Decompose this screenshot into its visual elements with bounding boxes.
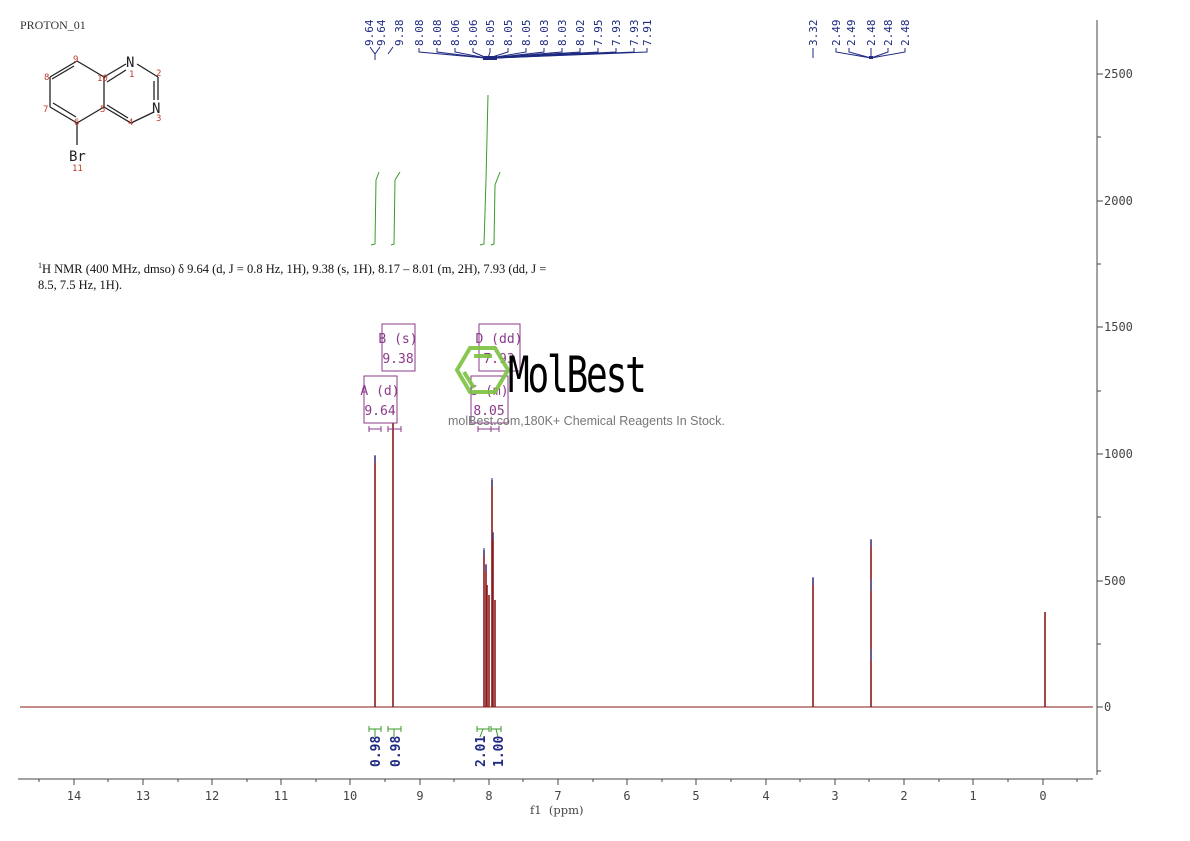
peak-label-leaders [369,46,906,60]
integral-values: 0.98 0.98 2.01 1.00 [369,736,507,767]
peak-cluster-marker [869,56,873,59]
peak-label: 8.02 [574,20,587,47]
y-tick-label: 500 [1104,574,1126,588]
peak-label: 8.06 [467,20,480,47]
x-tick-label: 0 [1039,789,1046,803]
peak-label: 2.48 [899,20,912,47]
y-tick-label: 1000 [1104,447,1133,461]
integral-value: 1.00 [492,736,507,767]
peak-label: 9.38 [393,20,406,47]
x-axis-label: f1 (ppm) [530,803,584,817]
nmr-description-line1: H NMR (400 MHz, dmso) δ 9.64 (d, J = 0.8… [42,262,547,277]
atom-br: Br [69,149,86,165]
nmr-description-line2: 8.5, 7.5 Hz, 1H). [38,278,123,293]
peak-label: 8.05 [520,20,533,47]
x-tick-label: 3 [831,789,838,803]
x-tick-label: 10 [343,789,357,803]
nucleus-superscript: 1 [38,261,42,270]
multiplet-label-d: D (dd) [476,332,523,347]
peak-pick-markers [374,455,872,660]
x-tick-label: 8 [485,789,492,803]
x-tick-label: 1 [969,789,976,803]
atom-number: 9 [73,55,78,65]
atom-n3: N [152,101,160,117]
x-tick-label: 2 [900,789,907,803]
peak-label: 2.49 [830,20,843,47]
x-tick-label: 9 [416,789,423,803]
peak-label: 8.06 [449,20,462,47]
atom-number: 4 [128,118,133,128]
x-tick-label: 11 [274,789,288,803]
multiplet-label-a: A (d) [360,384,399,399]
multiplet-shift-c: 8.05 [473,404,504,419]
atom-number: 5 [100,105,105,115]
x-tick-label: 4 [762,789,769,803]
x-tick-label: 6 [623,789,630,803]
atom-number: 11 [72,164,83,174]
integral-value: 0.98 [389,736,404,767]
multiplet-shift-b: 9.38 [382,352,413,367]
watermark-brand: MolBest [508,346,647,404]
atom-number: 7 [43,105,48,115]
peak-label: 3.32 [807,20,820,47]
x-tick-label: 14 [67,789,81,803]
peak-label: 7.95 [592,20,605,47]
peak-label: 8.03 [538,20,551,47]
peak-label: 8.05 [502,20,515,47]
peak-label: 7.93 [610,20,623,47]
peak-label: 8.03 [556,20,569,47]
molbest-logo-icon [454,346,511,394]
peak-label: 8.08 [413,20,426,47]
integral-curves [370,94,501,246]
atom-number: 10 [97,74,108,84]
peak-label: 7.93 [628,20,641,47]
x-tick-label: 5 [692,789,699,803]
atom-number: 8 [44,73,49,83]
peak-labels-top: 9.64 9.64 9.38 8.08 8.08 8.06 8.06 8.05 … [363,19,912,46]
atom-number: 2 [156,69,161,79]
x-tick-label: 7 [554,789,561,803]
y-axis [1096,20,1103,775]
x-tick-label: 13 [136,789,150,803]
spectrum-peaks [374,396,1046,707]
watermark-tagline: molBest.com,180K+ Chemical Reagents In S… [448,414,725,428]
y-tick-label: 1500 [1104,320,1133,334]
peak-label: 9.64 [375,19,388,46]
chemical-structure: N N Br 1 2 3 4 5 6 7 8 9 10 11 [43,55,161,174]
atom-number: 3 [156,114,161,124]
experiment-title: PROTON_01 [20,18,86,32]
atom-number: 1 [129,70,134,80]
y-tick-label: 2500 [1104,67,1133,81]
nmr-description: 1H NMR (400 MHz, dmso) δ 9.64 (d, J = 0.… [38,258,618,293]
x-tick-label: 12 [205,789,219,803]
y-tick-label: 2000 [1104,194,1133,208]
peak-label: 2.48 [865,20,878,47]
peak-label: 9.64 [363,19,376,46]
y-tick-labels: 2500 2000 1500 1000 500 0 [1104,67,1133,714]
atom-n1: N [126,55,134,71]
integral-value: 0.98 [369,736,384,767]
peak-label: 7.91 [641,20,654,47]
peak-label: 8.08 [431,20,444,47]
x-tick-labels: 14 13 12 11 10 9 8 7 6 5 4 3 2 1 0 [67,789,1047,803]
y-tick-label: 0 [1104,700,1111,714]
peak-label: 2.49 [845,20,858,47]
x-axis [18,778,1093,785]
integral-value: 2.01 [474,736,489,767]
peak-label: 2.48 [882,20,895,47]
multiplet-label-b: B (s) [378,332,417,347]
peak-cluster-marker [483,56,497,60]
multiplet-range-brackets [368,426,500,432]
peak-label: 8.05 [484,20,497,47]
integral-range-markers [368,726,502,738]
multiplet-shift-a: 9.64 [364,404,395,419]
atom-number: 6 [74,118,79,128]
